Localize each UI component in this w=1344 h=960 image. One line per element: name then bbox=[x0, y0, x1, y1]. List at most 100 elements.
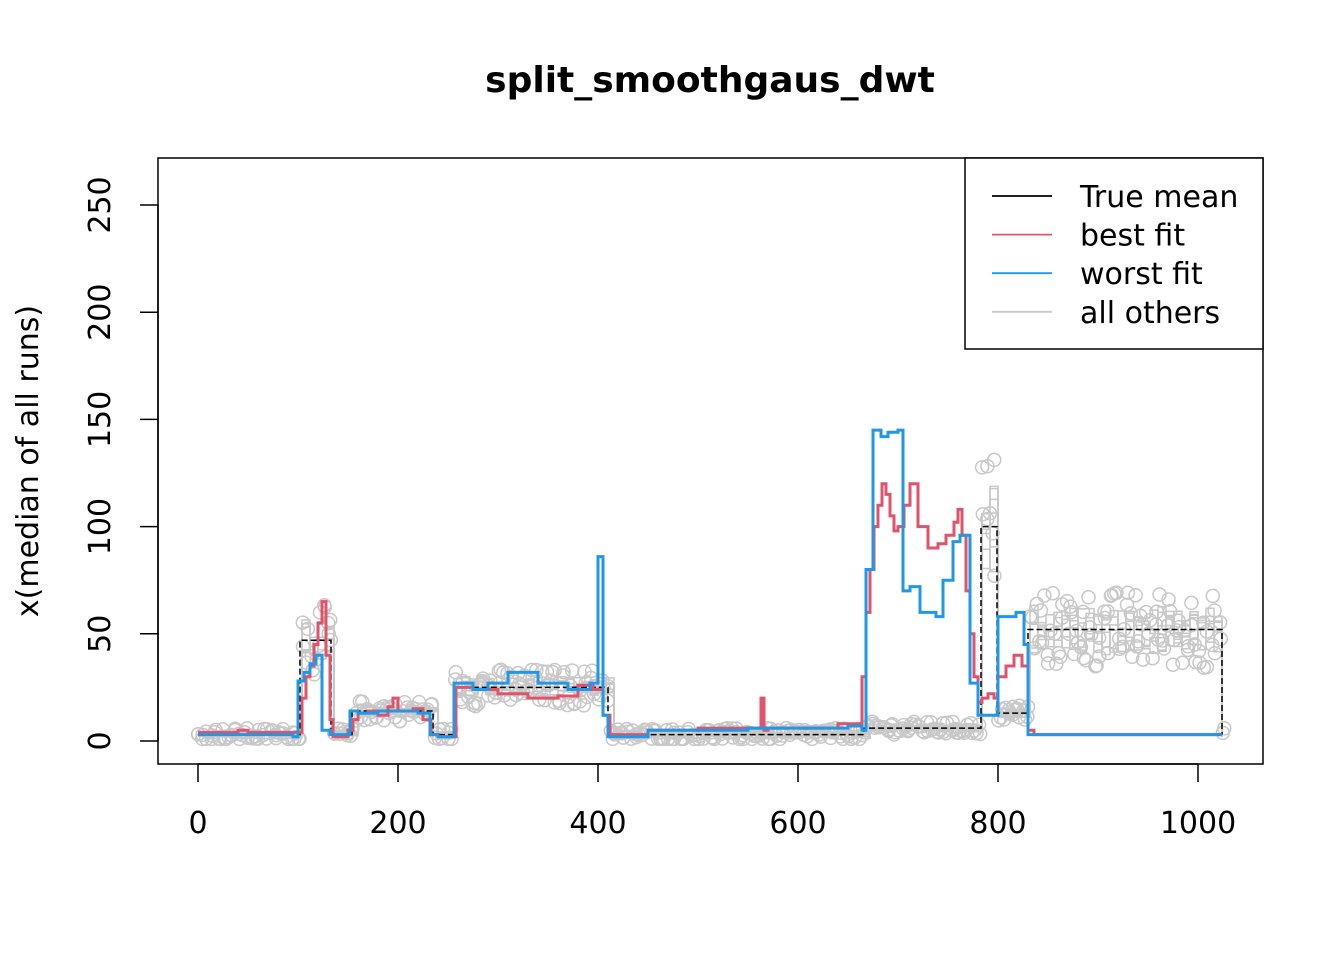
y-tick-label: 250 bbox=[83, 176, 118, 233]
legend-label: best fit bbox=[1080, 219, 1185, 254]
data-point bbox=[300, 621, 316, 637]
data-point bbox=[1088, 658, 1103, 674]
data-point bbox=[340, 725, 356, 741]
data-point bbox=[1076, 650, 1092, 666]
data-point bbox=[786, 723, 802, 739]
x-tick-label: 200 bbox=[369, 806, 426, 841]
data-point bbox=[1135, 652, 1151, 667]
legend-label: all others bbox=[1080, 296, 1220, 331]
data-point bbox=[1081, 590, 1096, 605]
data-point bbox=[1128, 587, 1143, 603]
data-point bbox=[974, 460, 990, 475]
x-tick-label: 400 bbox=[569, 806, 626, 841]
data-point bbox=[539, 664, 555, 680]
data-point bbox=[971, 717, 987, 733]
data-point bbox=[957, 725, 972, 741]
data-point bbox=[987, 568, 1002, 583]
data-point bbox=[915, 723, 930, 739]
data-point bbox=[524, 662, 539, 678]
data-point bbox=[1043, 623, 1058, 638]
y-axis-label: x(median of all runs) bbox=[11, 305, 46, 617]
data-point bbox=[1148, 617, 1164, 632]
data-point bbox=[1199, 624, 1215, 639]
data-point bbox=[975, 506, 991, 522]
data-point bbox=[1075, 604, 1091, 620]
data-point bbox=[931, 725, 946, 740]
chart-title: split_smoothgaus_dwt bbox=[485, 60, 935, 101]
data-point bbox=[772, 731, 788, 747]
data-point bbox=[852, 731, 867, 747]
data-point bbox=[654, 731, 670, 747]
data-point bbox=[1040, 656, 1056, 671]
data-point bbox=[444, 731, 459, 747]
data-point bbox=[1215, 725, 1231, 741]
data-point bbox=[1123, 606, 1139, 621]
data-point bbox=[1082, 620, 1098, 635]
data-point bbox=[1213, 631, 1229, 647]
data-point bbox=[1045, 585, 1061, 601]
data-point bbox=[471, 696, 486, 711]
data-point bbox=[833, 725, 848, 740]
data-point bbox=[1069, 623, 1084, 639]
legend-label: True mean bbox=[1079, 180, 1238, 215]
data-point bbox=[1119, 597, 1135, 613]
data-point bbox=[1070, 635, 1086, 650]
y-tick-label: 50 bbox=[83, 615, 118, 653]
y-tick-label: 0 bbox=[83, 731, 118, 750]
data-point bbox=[1034, 635, 1050, 651]
data-point bbox=[576, 698, 592, 713]
data-point bbox=[1053, 649, 1068, 665]
data-point bbox=[1063, 599, 1078, 614]
data-point bbox=[1145, 650, 1160, 666]
data-point bbox=[537, 692, 552, 708]
data-point bbox=[696, 731, 711, 746]
x-axis: 0 200 400 600 800 1000 bbox=[188, 763, 1236, 841]
data-point bbox=[1162, 603, 1178, 619]
data-point bbox=[833, 729, 848, 744]
data-point bbox=[1047, 626, 1063, 641]
y-axis: 0 50 100 150 200 250 bbox=[83, 176, 159, 751]
data-point bbox=[482, 673, 498, 688]
data-point bbox=[1138, 604, 1154, 620]
data-point bbox=[1152, 587, 1167, 602]
data-point bbox=[1083, 627, 1099, 643]
data-point bbox=[322, 612, 338, 628]
series-layer bbox=[198, 428, 1223, 739]
data-point bbox=[1130, 634, 1146, 649]
data-point bbox=[529, 662, 544, 678]
data-point bbox=[1007, 702, 1022, 718]
data-point bbox=[1061, 626, 1077, 642]
data-point bbox=[1192, 655, 1207, 670]
x-tick-label: 600 bbox=[769, 806, 826, 841]
data-point bbox=[1032, 634, 1047, 649]
data-point bbox=[1064, 605, 1079, 620]
data-point bbox=[1120, 585, 1136, 600]
data-point bbox=[1199, 659, 1215, 675]
data-point bbox=[982, 506, 998, 521]
data-point bbox=[1033, 603, 1049, 618]
legend-label: worst fit bbox=[1080, 257, 1203, 292]
data-point bbox=[543, 673, 559, 689]
x-tick-label: 800 bbox=[969, 806, 1026, 841]
data-point bbox=[1049, 656, 1064, 672]
data-point bbox=[1166, 632, 1182, 648]
data-point bbox=[986, 452, 1002, 468]
data-point bbox=[1207, 603, 1222, 618]
data-point bbox=[1168, 623, 1184, 638]
data-point bbox=[1012, 698, 1027, 714]
data-point bbox=[1156, 641, 1172, 656]
data-point bbox=[1205, 588, 1221, 604]
data-point bbox=[1097, 610, 1113, 626]
data-point bbox=[461, 684, 476, 700]
data-point bbox=[572, 694, 588, 709]
data-point bbox=[1155, 633, 1170, 648]
legend-box bbox=[964, 157, 1264, 350]
data-point bbox=[547, 662, 562, 678]
y-tick-label: 200 bbox=[83, 284, 118, 341]
all-others-layer bbox=[190, 452, 1232, 747]
data-point bbox=[1037, 588, 1052, 603]
data-point bbox=[644, 731, 659, 746]
series-line-worst-fit bbox=[198, 428, 1222, 739]
data-point bbox=[1184, 595, 1199, 611]
